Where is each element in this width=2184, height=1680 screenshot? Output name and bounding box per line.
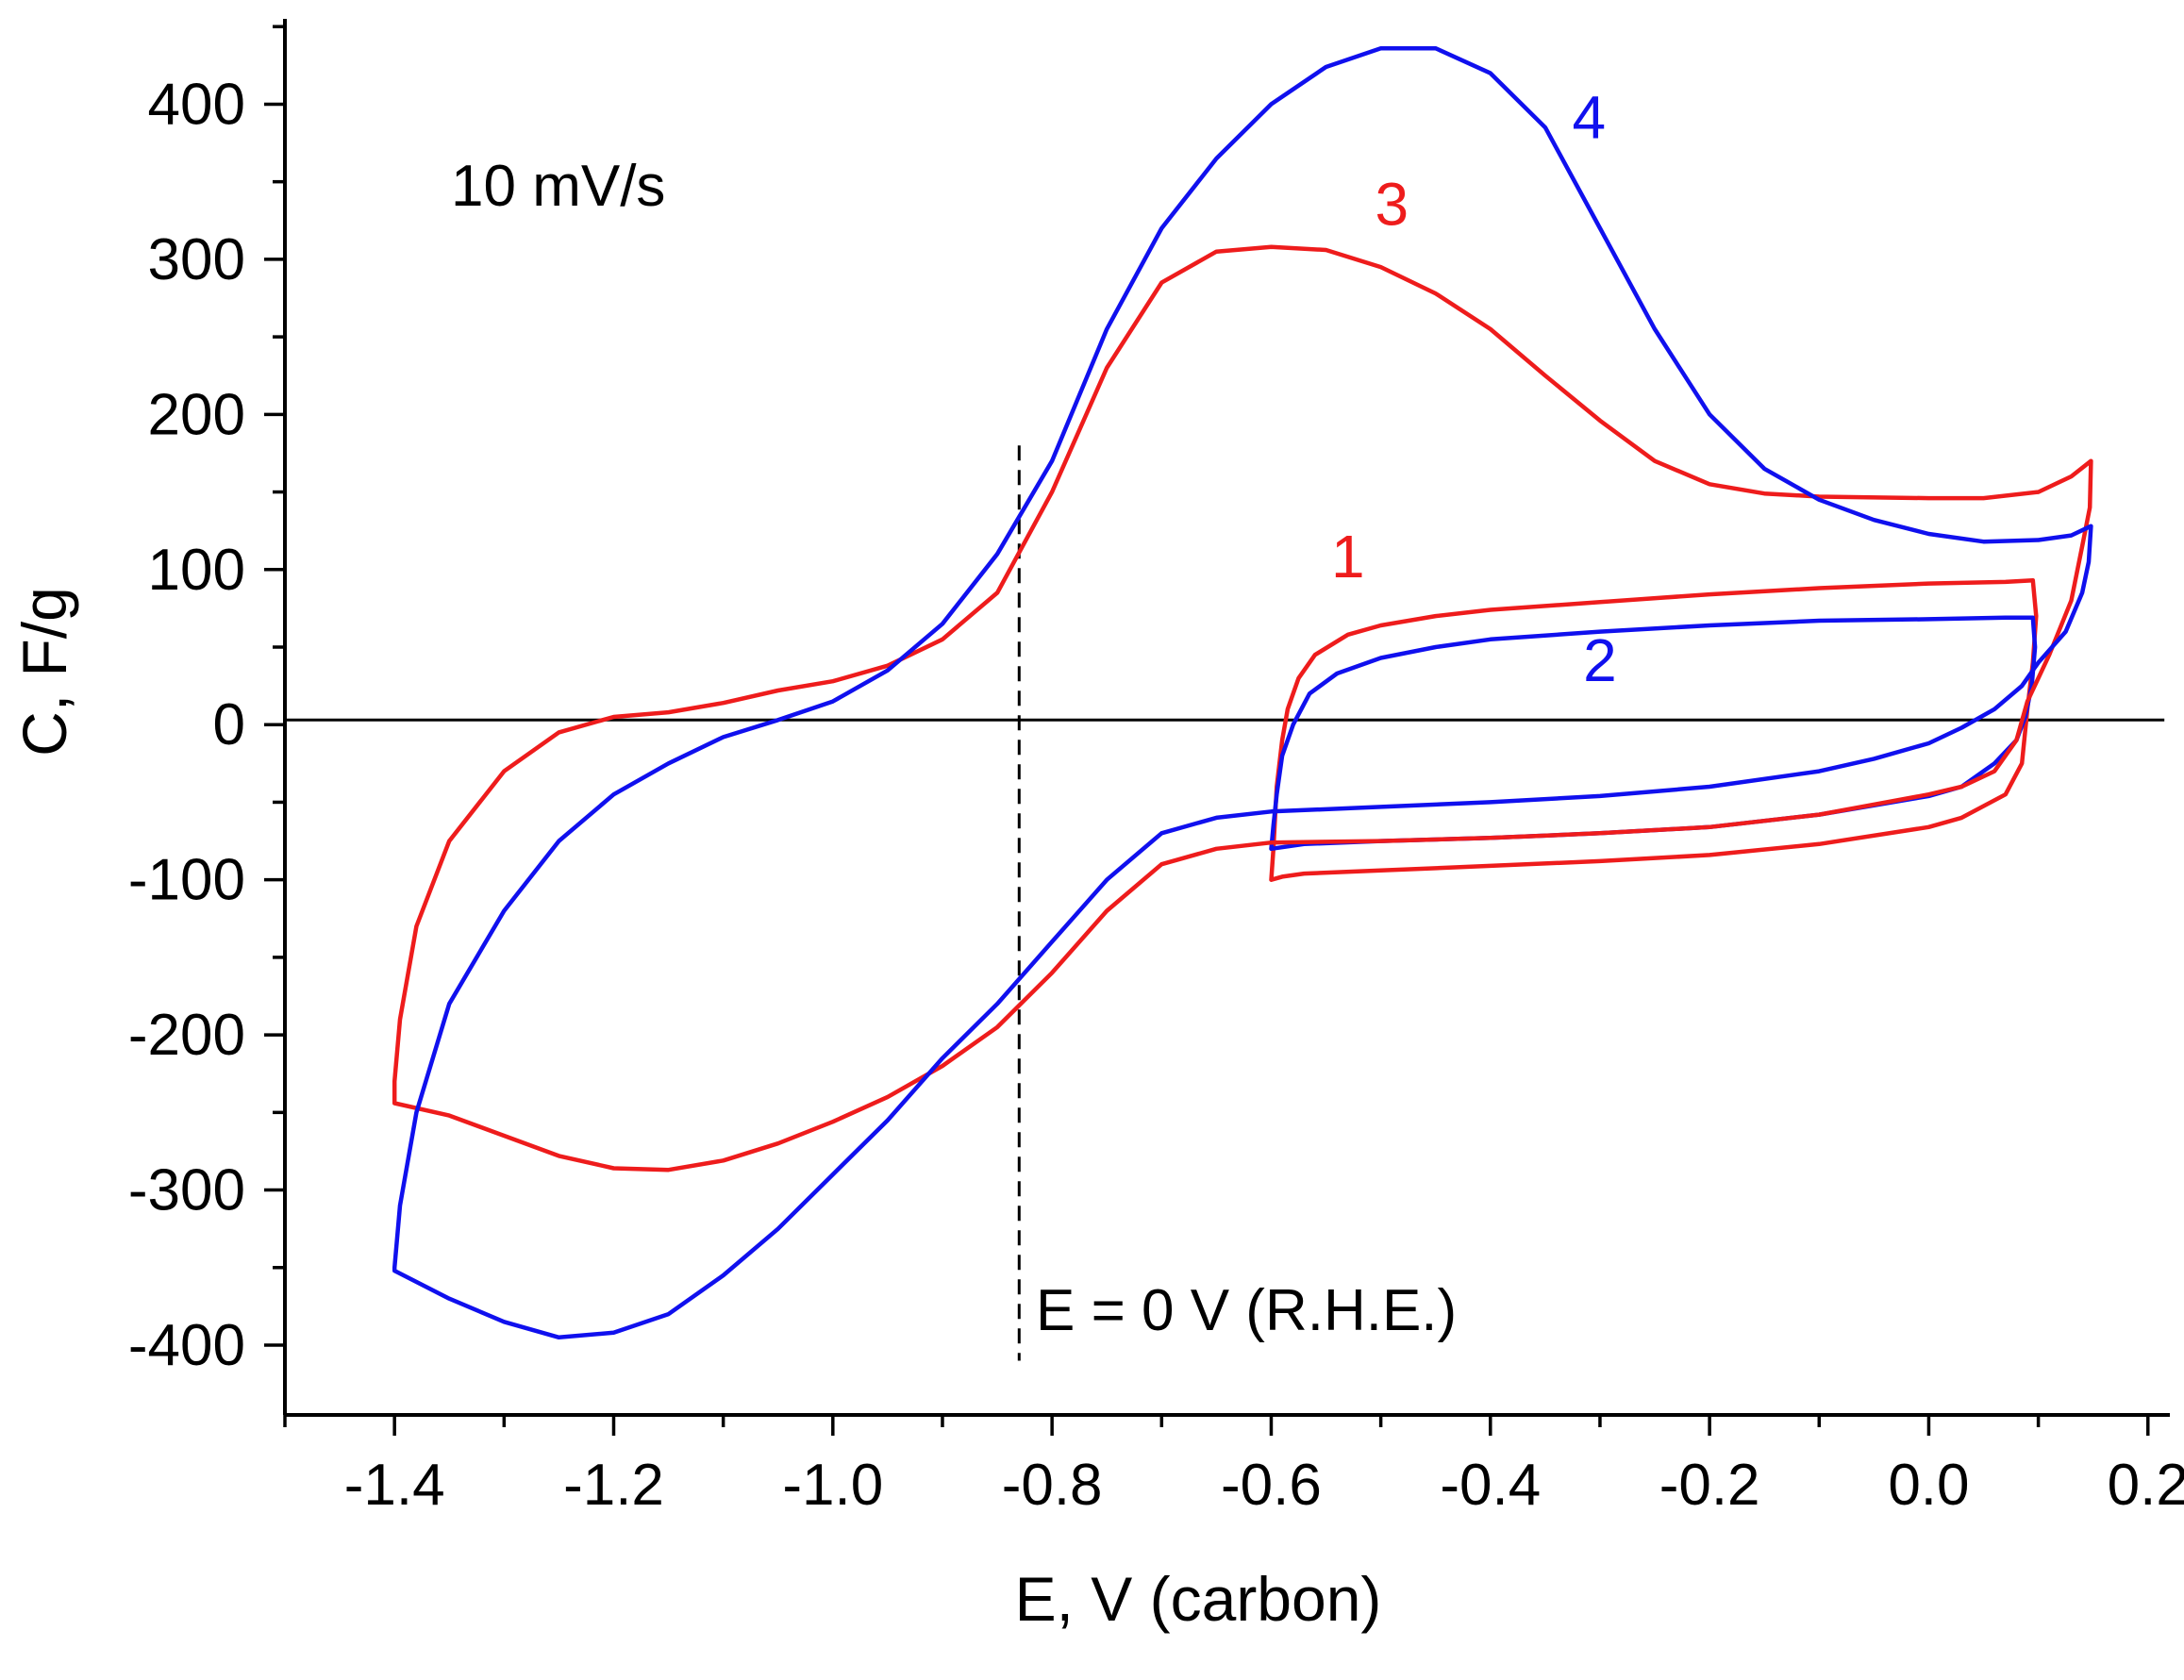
x-tick-label: -1.0	[782, 1453, 883, 1518]
y-tick-label: -400	[128, 1313, 245, 1378]
x-tick-label: 0.0	[1888, 1453, 1969, 1518]
x-tick-label: -0.4	[1440, 1453, 1541, 1518]
y-tick-label: -300	[128, 1158, 245, 1223]
axes: -1.4 -1.2 -1.0 -0.8 -0.6 -0.4 -0.2 0.0 0.2 -400 -3…	[128, 19, 2184, 1518]
series-1-label: 1	[1331, 523, 1365, 590]
y-axis-title: C, F/g	[9, 587, 79, 757]
y-tick-label: -200	[128, 1003, 245, 1068]
reference-lines	[285, 445, 2165, 1361]
series-2-curve	[1269, 615, 2038, 852]
x-tick-label: -0.8	[1002, 1453, 1103, 1518]
x-tick-label: -1.2	[563, 1453, 664, 1518]
series-1-curve	[1269, 578, 2039, 882]
y-tick-label: 300	[148, 227, 245, 292]
y-tick-label: 100	[148, 538, 245, 603]
y-tick-label: -100	[128, 848, 245, 913]
series-3-curve	[392, 244, 2093, 1173]
series-3-label: 3	[1375, 171, 1409, 239]
series-2-label: 2	[1583, 626, 1617, 694]
y-tick-label: 400	[148, 72, 245, 137]
y-tick-label: 0	[213, 692, 245, 757]
scan-rate-annotation: 10 mV/s	[451, 154, 665, 219]
chart-labels: E, V (carbon) C, F/g 10 mV/s E = 0 V (R.…	[9, 84, 1617, 1634]
series-4-curve	[392, 45, 2093, 1340]
series-4-label: 4	[1573, 84, 1607, 152]
x-tick-label: -1.4	[344, 1453, 445, 1518]
x-tick-label: -0.6	[1221, 1453, 1322, 1518]
data-series	[392, 45, 2093, 1340]
x-tick-label: -0.2	[1659, 1453, 1760, 1518]
reference-annotation: E = 0 V (R.H.E.)	[1036, 1278, 1457, 1343]
x-axis-title: E, V (carbon)	[1015, 1564, 1382, 1634]
x-tick-label: 0.2	[2108, 1453, 2184, 1518]
y-tick-label: 200	[148, 382, 245, 447]
